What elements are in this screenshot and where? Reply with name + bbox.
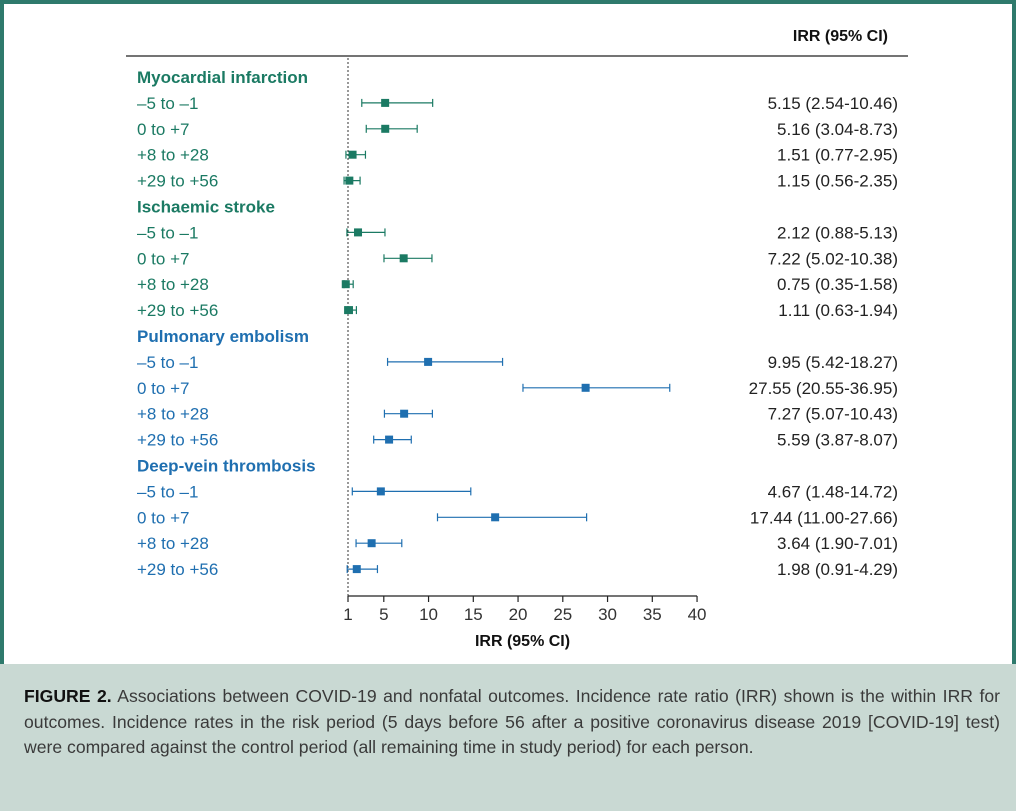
row-label: +8 to +28: [137, 146, 209, 165]
row-label: –5 to –1: [137, 94, 198, 113]
irr-value: 5.59 (3.87-8.07): [777, 431, 898, 450]
caption-text: Associations between COVID-19 and nonfat…: [24, 686, 1001, 757]
irr-value: 2.12 (0.88-5.13): [777, 223, 898, 242]
x-tick-label: 15: [464, 605, 483, 624]
row-label: –5 to –1: [137, 223, 198, 242]
irr-value: 5.15 (2.54-10.46): [768, 94, 898, 113]
irr-value: 0.75 (0.35-1.58): [777, 275, 898, 294]
row-label: 0 to +7: [137, 249, 189, 268]
point-estimate: [344, 306, 353, 315]
row-label: 0 to +7: [137, 120, 189, 139]
row-label: +8 to +28: [137, 405, 209, 424]
point-estimate: [376, 487, 385, 496]
point-estimate: [381, 124, 390, 133]
point-estimate: [399, 254, 408, 263]
row-label: 0 to +7: [137, 508, 189, 527]
irr-value: 1.11 (0.63-1.94): [778, 301, 898, 320]
row-label: –5 to –1: [137, 482, 198, 501]
row-label: +29 to +56: [137, 172, 218, 191]
point-estimate: [341, 280, 350, 289]
x-tick-label: 1: [343, 605, 352, 624]
x-tick-label: 40: [688, 605, 707, 624]
column-header: IRR (95% CI): [793, 28, 888, 45]
group-title: Deep-vein thrombosis: [137, 457, 316, 476]
x-tick-label: 25: [553, 605, 572, 624]
point-estimate: [367, 539, 376, 548]
irr-value: 4.67 (1.48-14.72): [768, 482, 898, 501]
irr-value: 27.55 (20.55-36.95): [749, 379, 898, 398]
point-estimate: [345, 176, 354, 185]
point-estimate: [352, 565, 361, 574]
irr-value: 3.64 (1.90-7.01): [777, 534, 898, 553]
x-axis-label: IRR (95% CI): [475, 633, 570, 650]
group-title: Ischaemic stroke: [137, 198, 275, 217]
row-label: +8 to +28: [137, 275, 209, 294]
point-estimate: [581, 383, 590, 392]
x-tick-label: 5: [379, 605, 388, 624]
irr-value: 7.22 (5.02-10.38): [768, 249, 898, 268]
forest-plot: IRR (95% CI) Myocardial infarction –5 to –…: [126, 28, 908, 650]
point-estimate: [424, 357, 433, 366]
point-estimate: [385, 435, 394, 444]
row-label: –5 to –1: [137, 353, 198, 372]
group-title: Myocardial infarction: [137, 68, 308, 87]
x-tick-label: 10: [419, 605, 438, 624]
irr-value: 9.95 (5.42-18.27): [768, 353, 898, 372]
row-label: +8 to +28: [137, 534, 209, 553]
irr-value: 5.16 (3.04-8.73): [777, 120, 898, 139]
x-tick-label: 35: [643, 605, 662, 624]
point-estimate: [400, 409, 409, 418]
row-label: +29 to +56: [137, 301, 218, 320]
point-estimate: [491, 513, 500, 522]
point-estimate: [348, 150, 357, 159]
irr-value: 1.98 (0.91-4.29): [777, 560, 898, 579]
irr-value: 7.27 (5.07-10.43): [768, 405, 898, 424]
figure-caption: FIGURE 2. Associations between COVID-19 …: [0, 664, 1016, 811]
row-label: 0 to +7: [137, 379, 189, 398]
caption-label: FIGURE 2.: [24, 686, 112, 706]
row-label: +29 to +56: [137, 560, 218, 579]
x-tick-label: 20: [509, 605, 528, 624]
row-label: +29 to +56: [137, 431, 218, 450]
point-estimate: [354, 228, 363, 237]
point-estimate: [381, 98, 390, 107]
irr-value: 1.51 (0.77-2.95): [777, 146, 898, 165]
x-tick-label: 30: [598, 605, 617, 624]
group-title: Pulmonary embolism: [137, 327, 309, 346]
irr-value: 17.44 (11.00-27.66): [750, 508, 898, 527]
irr-value: 1.15 (0.56-2.35): [777, 172, 898, 191]
